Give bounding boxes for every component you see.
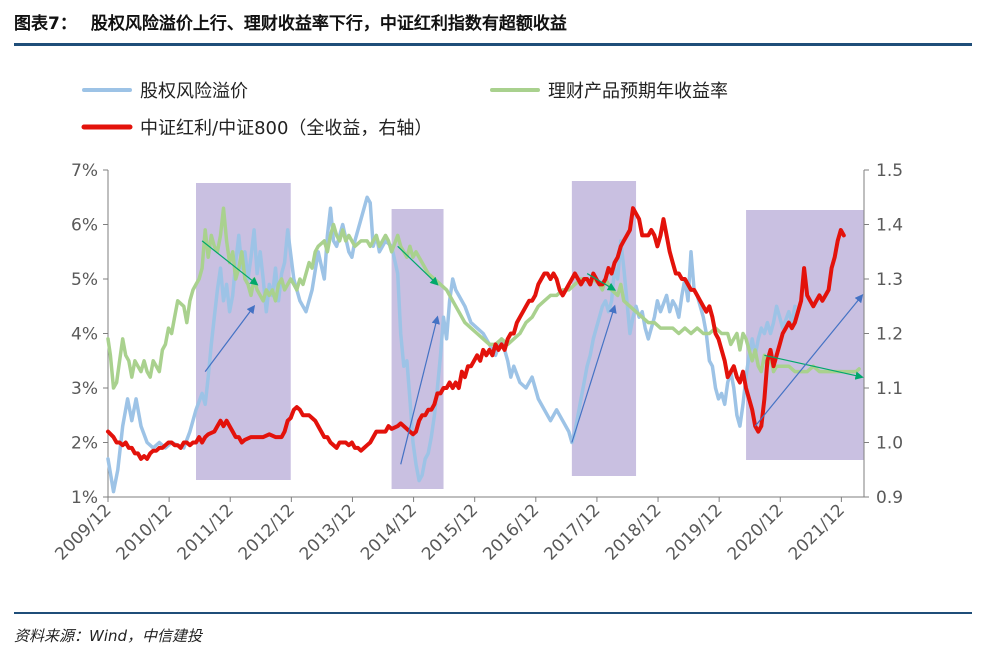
y-left-tick-label: 7%	[71, 161, 98, 181]
y-left-tick-label: 4%	[71, 325, 98, 345]
trend-arrow-up	[754, 294, 864, 427]
series-line-2	[106, 206, 861, 390]
shaded-periods	[196, 181, 864, 489]
y-right-tick-label: 0.9	[876, 488, 903, 508]
series-line-3	[106, 206, 846, 461]
x-tick-label: 2015/12	[418, 500, 482, 564]
x-tick-label: 2019/12	[663, 500, 727, 564]
figure-number: 图表7：	[14, 14, 77, 34]
figure-title-text: 股权风险溢价上行、理财收益率下行，中证红利指数有超额收益	[90, 14, 567, 34]
y-left-tick-label: 3%	[71, 379, 98, 399]
trend-arrow-down	[764, 354, 864, 380]
y-right-tick-label: 1.1	[876, 379, 903, 399]
x-tick-label: 2011/12	[174, 500, 238, 564]
legend-label-3: 中证红利/中证800（全收益，右轴）	[140, 118, 432, 139]
x-tick-label: 2012/12	[235, 500, 299, 564]
x-tick-label: 2016/12	[479, 500, 543, 564]
x-tick-label: 2009/12	[51, 500, 115, 564]
y-left-tick-label: 2%	[71, 434, 98, 454]
trend-arrow-up	[571, 304, 617, 443]
trend-arrow-down	[397, 245, 439, 286]
y-left-tick-label: 6%	[71, 216, 98, 236]
y-right-tick-label: 1.3	[876, 270, 903, 290]
legend-label-1: 股权风险溢价	[140, 81, 248, 102]
shaded-period	[746, 210, 864, 460]
top-rule	[14, 43, 972, 46]
trend-arrow-down	[201, 240, 259, 286]
source-note: 资料来源：Wind，中信建投	[14, 627, 203, 645]
x-tick-label: 2020/12	[724, 500, 788, 564]
x-tick-label: 2014/12	[357, 500, 421, 564]
trend-arrow-up	[400, 315, 440, 465]
x-tick-label: 2017/12	[540, 500, 604, 564]
trend-arrow-down	[586, 273, 617, 291]
legend-label-2: 理财产品预期年收益率	[548, 81, 728, 102]
series-lines	[106, 195, 861, 494]
trend-arrows	[201, 240, 864, 465]
shaded-period	[571, 181, 637, 476]
y-left-tick-label: 1%	[71, 488, 98, 508]
x-tick-label: 2021/12	[785, 500, 849, 564]
y-right-tick-label: 1.5	[876, 161, 903, 181]
x-tick-label: 2010/12	[113, 500, 177, 564]
bottom-rule	[14, 612, 972, 614]
y-right-tick-label: 1.2	[876, 325, 903, 345]
y-right-tick-label: 1.0	[876, 434, 903, 454]
x-tick-label: 2018/12	[601, 500, 665, 564]
trend-arrow-up	[204, 304, 256, 373]
y-left-tick-label: 5%	[71, 270, 98, 290]
x-tick-label: 2013/12	[296, 500, 360, 564]
figure-title: 图表7： 股权风险溢价上行、理财收益率下行，中证红利指数有超额收益	[14, 9, 567, 34]
y-right-tick-label: 1.4	[876, 216, 903, 236]
